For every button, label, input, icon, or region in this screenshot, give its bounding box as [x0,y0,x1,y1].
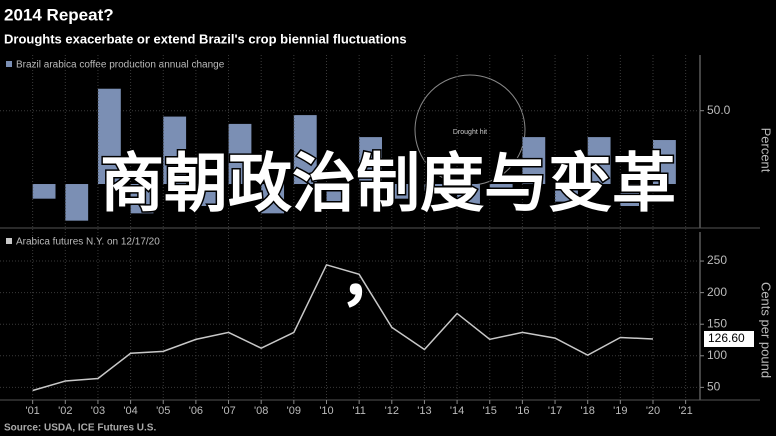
legend-swatch [6,61,12,67]
x-tick-label: '21 [678,405,692,417]
source: Source: USDA, ICE Futures U.S. [4,423,156,434]
x-tick-label: '13 [417,405,431,417]
bar [195,184,219,207]
x-tick-label: '05 [156,405,170,417]
x-tick-label: '16 [515,405,529,417]
bar [489,184,513,196]
overlay-text: 商朝政治制度与变革 [100,148,676,222]
x-tick-label: '10 [319,405,333,417]
bar [555,184,578,202]
bar [130,184,154,214]
x-tick-label: '08 [254,405,268,417]
bar [293,115,317,185]
x-tick-label: '18 [581,405,595,417]
bar [32,184,56,199]
line [32,263,654,392]
chart-title: 2014 Repeat? [4,5,114,24]
bar [326,184,350,211]
legend-label: Brazil arabica coffee production annual … [16,60,225,71]
x-tick-label: '15 [483,405,497,417]
bar [359,137,382,185]
annotation: Drought hit [453,129,487,136]
bar [620,184,644,207]
y-tick-label: 100 [707,348,727,362]
y-axis-label: Cents per pound [759,282,774,378]
bar [652,140,676,185]
x-tick-label: '09 [287,405,301,417]
y-tick-label: 50.0 [707,103,731,117]
bar [97,88,121,185]
x-tick-label: '17 [548,405,562,417]
legend-label: Arabica futures N.Y. on 12/17/20 [16,237,160,248]
overlay-comma: ， [340,242,404,316]
x-tick-label: '20 [646,405,660,417]
x-tick-label: '03 [91,405,105,417]
bar [391,184,415,199]
x-tick-label: '11 [352,405,366,417]
value-label: 126.60 [708,331,745,345]
bar [65,184,89,221]
bar [522,137,546,185]
legend-swatch [6,238,12,244]
x-tick-label: '19 [613,405,627,417]
bar [261,184,285,214]
bar [424,184,448,192]
x-tick-label: '14 [450,405,464,417]
bar [457,184,480,207]
x-tick-label: '12 [385,405,399,417]
y-axis-label: Percent [759,128,774,173]
bar [163,116,187,185]
chart-subtitle: Droughts exacerbate or extend Brazil's c… [4,31,407,46]
x-tick-label: '02 [58,405,72,417]
x-tick-label: '04 [123,405,137,417]
y-tick-label: 200 [707,285,727,299]
bar [587,137,611,185]
x-tick-label: '07 [221,405,235,417]
bar [228,123,252,185]
x-tick-label: '06 [189,405,203,417]
y-tick-label: 150 [707,316,727,330]
value-label-box [704,330,754,347]
y-tick-label: 250 [707,253,727,267]
y-tick-label: 50 [707,380,721,394]
x-tick-label: '01 [25,405,39,417]
